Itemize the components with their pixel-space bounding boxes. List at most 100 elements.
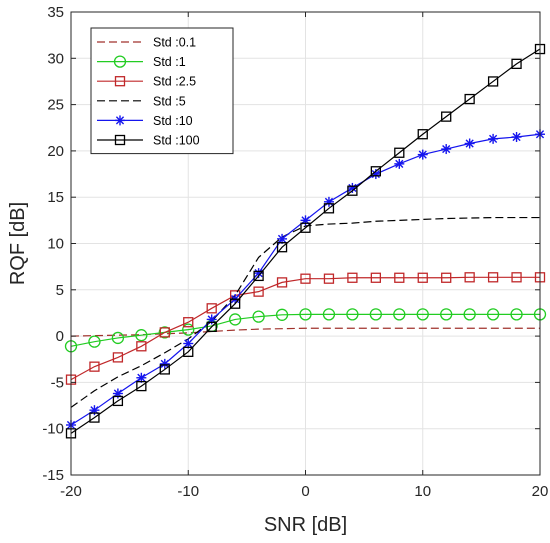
data-point bbox=[464, 138, 475, 149]
asterisk-stroke bbox=[442, 144, 451, 154]
data-point bbox=[487, 76, 499, 87]
series-line bbox=[70, 216, 540, 408]
legend-entry: Std :2.5 bbox=[97, 75, 196, 89]
y-tick-label: 5 bbox=[56, 282, 64, 299]
x-tick-label: 20 bbox=[532, 483, 549, 500]
data-point bbox=[135, 329, 148, 342]
y-tick-label: 0 bbox=[56, 328, 64, 345]
data-point bbox=[463, 308, 476, 321]
data-point bbox=[441, 272, 452, 283]
data-point bbox=[136, 380, 147, 392]
y-tick-label: 25 bbox=[47, 97, 64, 114]
data-point bbox=[441, 111, 452, 122]
data-point bbox=[370, 166, 382, 177]
legend-marker bbox=[114, 76, 126, 87]
data-point bbox=[206, 321, 217, 332]
legend-label: Std :5 bbox=[153, 94, 186, 108]
data-point bbox=[440, 308, 453, 321]
asterisk-stroke bbox=[489, 134, 498, 143]
series-4 bbox=[70, 216, 540, 408]
series-line bbox=[70, 276, 540, 381]
y-tick-label: 15 bbox=[47, 189, 64, 206]
data-point bbox=[112, 352, 124, 363]
y-tick-label: 35 bbox=[47, 4, 64, 21]
legend-box bbox=[90, 27, 234, 155]
series-2 bbox=[64, 308, 547, 353]
data-point bbox=[464, 272, 475, 283]
data-point bbox=[511, 58, 522, 70]
series-line bbox=[70, 313, 540, 347]
data-point bbox=[370, 272, 382, 283]
ticks: -20 -10 0 10 20 -15 -10 -5 0 5 10 15 20 25 30 35 bbox=[42, 4, 548, 500]
series-5 bbox=[66, 129, 545, 430]
legend-marker bbox=[114, 134, 126, 146]
asterisk-stroke bbox=[418, 150, 427, 159]
data-point bbox=[253, 270, 264, 282]
data-point bbox=[206, 303, 217, 314]
asterisk-stroke bbox=[115, 116, 125, 125]
data-point bbox=[394, 272, 405, 283]
data-point bbox=[486, 308, 500, 321]
data-point bbox=[252, 310, 265, 323]
x-tick-label: 0 bbox=[301, 483, 309, 500]
legend-entry: Std :0.1 bbox=[97, 36, 196, 50]
data-point bbox=[369, 308, 383, 321]
x-tick-label: -20 bbox=[60, 483, 82, 500]
asterisk-stroke bbox=[277, 234, 287, 243]
data-point bbox=[112, 395, 124, 407]
x-tick-label: -10 bbox=[177, 483, 199, 500]
x-tick-label: 10 bbox=[414, 483, 431, 500]
legend: Std :0.1 Std :1 Std :2.5 Std :5 Std :10 Std :… bbox=[90, 27, 234, 155]
data-point bbox=[228, 313, 242, 326]
data-point bbox=[322, 308, 336, 321]
data-point bbox=[276, 242, 288, 253]
data-point bbox=[136, 341, 147, 352]
data-point bbox=[394, 147, 405, 158]
data-point bbox=[300, 273, 311, 284]
data-point bbox=[323, 273, 335, 284]
y-tick-label: -5 bbox=[51, 374, 64, 391]
legend-label: Std :10 bbox=[153, 114, 193, 128]
data-point bbox=[299, 308, 312, 321]
data-point bbox=[182, 323, 195, 336]
data-point bbox=[347, 185, 358, 196]
data-point bbox=[183, 317, 194, 328]
asterisk-stroke bbox=[184, 339, 193, 348]
asterisk-stroke bbox=[512, 132, 521, 142]
data-point bbox=[441, 144, 452, 155]
data-point bbox=[393, 308, 406, 321]
series-line bbox=[70, 48, 541, 434]
data-point bbox=[159, 327, 170, 338]
asterisk-stroke bbox=[160, 359, 169, 368]
data-point bbox=[488, 133, 499, 144]
data-point bbox=[417, 149, 428, 160]
asterisk-stroke bbox=[465, 139, 474, 148]
data-point bbox=[89, 412, 100, 423]
asterisk-stroke bbox=[137, 373, 146, 382]
y-axis-label: RQF [dB] bbox=[7, 202, 29, 285]
legend-marker bbox=[113, 55, 127, 68]
y-tick-label: -15 bbox=[42, 467, 64, 484]
legend-entry: Std :100 bbox=[97, 134, 200, 148]
asterisk-stroke bbox=[254, 269, 263, 278]
data-point bbox=[300, 222, 311, 233]
legend-label: Std :100 bbox=[153, 134, 200, 148]
data-point bbox=[346, 308, 359, 321]
data-point bbox=[159, 358, 170, 369]
series-layer bbox=[64, 43, 547, 439]
y-tick-label: 20 bbox=[47, 143, 64, 160]
data-point bbox=[417, 129, 428, 140]
data-point bbox=[394, 158, 405, 169]
data-point bbox=[510, 308, 523, 321]
data-point bbox=[416, 308, 429, 321]
y-tick-label: 10 bbox=[47, 236, 64, 253]
legend-entry: Std :10 bbox=[97, 114, 193, 128]
data-point bbox=[323, 203, 335, 214]
legend-entry: Std :5 bbox=[97, 94, 186, 108]
data-point bbox=[487, 272, 499, 283]
data-point bbox=[347, 272, 358, 283]
asterisk-stroke bbox=[371, 169, 380, 179]
data-point bbox=[253, 286, 264, 297]
data-point bbox=[88, 335, 101, 348]
data-point bbox=[276, 277, 288, 288]
